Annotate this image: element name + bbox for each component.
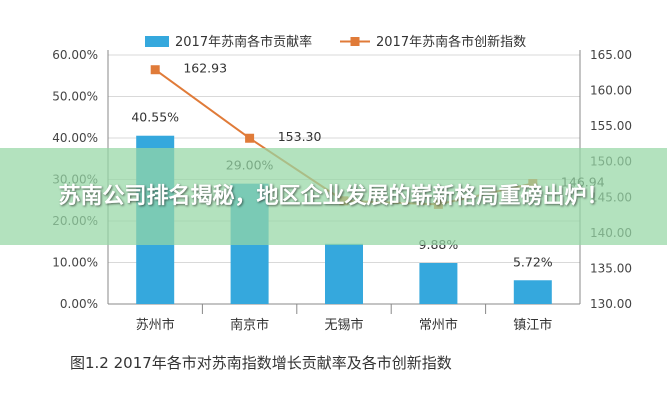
y-right-tick-label: 155.00: [590, 119, 632, 133]
line-data-label: 162.93: [183, 61, 227, 76]
y-right-tick-label: 130.00: [590, 297, 632, 311]
line-point: [150, 65, 160, 75]
figure-caption: 图1.2 2017年各市对苏南指数增长贡献率及各市创新指数: [70, 354, 452, 372]
x-tick-label: 南京市: [230, 317, 269, 333]
legend-swatch-marker: [350, 37, 360, 46]
bar: [513, 280, 552, 304]
legend-label-bar: 2017年苏南各市贡献率: [175, 34, 312, 50]
y-right-tick-label: 160.00: [590, 84, 632, 98]
y-left-tick-label: 50.00%: [52, 90, 98, 104]
legend-label-line: 2017年苏南各市创新指数: [376, 34, 526, 50]
x-tick-label: 镇江市: [513, 317, 552, 333]
legend: 2017年苏南各市贡献率 2017年苏南各市创新指数: [145, 34, 526, 50]
headline-text: 苏南公司排名揭秘，地区企业发展的崭新格局重磅出炉！: [58, 184, 609, 209]
y-left-tick-label: 10.00%: [52, 256, 98, 270]
y-right-tick-label: 135.00: [590, 261, 632, 275]
bar-data-label: 40.55%: [131, 110, 179, 125]
x-tick-label: 常州市: [419, 317, 458, 333]
line-point: [245, 133, 255, 143]
bar-data-label: 5.72%: [513, 254, 553, 269]
x-tick-label: 苏州市: [136, 317, 175, 333]
y-left-tick-label: 60.00%: [52, 48, 98, 62]
legend-swatch-bar: [145, 36, 169, 47]
line-data-label: 153.30: [278, 129, 322, 144]
bar: [325, 243, 363, 304]
bar: [419, 262, 458, 304]
y-left-tick-label: 0.00%: [60, 297, 98, 311]
x-tick-label: 无锡市: [324, 317, 363, 333]
y-left-tick-label: 40.00%: [52, 131, 98, 145]
y-right-tick-label: 165.00: [590, 48, 632, 62]
headline-banner: 苏南公司排名揭秘，地区企业发展的崭新格局重磅出炉！: [0, 148, 667, 245]
